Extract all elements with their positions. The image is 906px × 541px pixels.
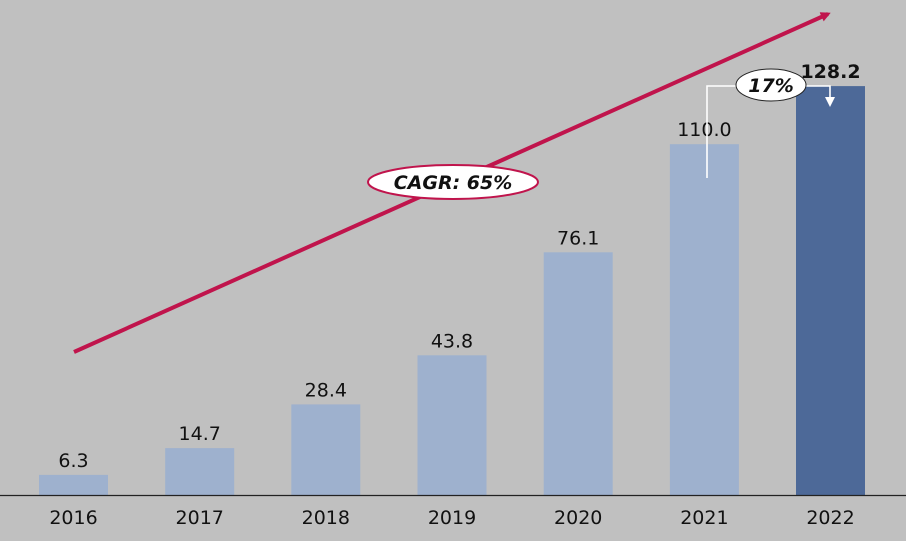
value-label-2019: 43.8	[431, 330, 473, 352]
cagr-callout-oval	[367, 164, 539, 200]
bar-2018	[291, 404, 361, 495]
x-tick-label-2016: 2016	[49, 507, 97, 529]
bar-2016	[39, 474, 108, 495]
value-label-2018: 28.4	[305, 379, 347, 401]
value-label-2022: 128.2	[800, 61, 860, 83]
x-tick-label-2022: 2022	[806, 507, 854, 529]
x-tick-label-2018: 2018	[302, 507, 350, 529]
value-label-2016: 6.3	[58, 450, 88, 472]
cagr-callout: CAGR: 65%	[367, 164, 539, 200]
value-labels-group: 6.3 14.7 28.4 43.8 76.1 110.0 128.2	[58, 61, 860, 472]
bars-group	[39, 86, 865, 495]
x-tick-label-2021: 2021	[680, 507, 728, 529]
bar-2017	[165, 448, 235, 495]
growth-callout: 17%	[735, 68, 807, 102]
x-tick-label-2020: 2020	[554, 507, 602, 529]
bar-2020	[543, 252, 613, 495]
value-label-2020: 76.1	[557, 227, 599, 249]
bar-2022	[796, 86, 865, 495]
bar-2019	[417, 355, 487, 495]
value-label-2021: 110.0	[677, 119, 731, 141]
growth-callout-label: 17%	[748, 75, 793, 97]
x-tick-label-2019: 2019	[428, 507, 476, 529]
growth-callout-oval	[735, 68, 807, 102]
x-tick-label-2017: 2017	[176, 507, 224, 529]
bar-2021	[669, 144, 739, 495]
cagr-callout-label: CAGR: 65%	[394, 172, 513, 194]
x-tick-labels-group: 2016 2017 2018 2019 2020 2021 2022	[49, 507, 854, 529]
value-label-2017: 14.7	[179, 423, 221, 445]
